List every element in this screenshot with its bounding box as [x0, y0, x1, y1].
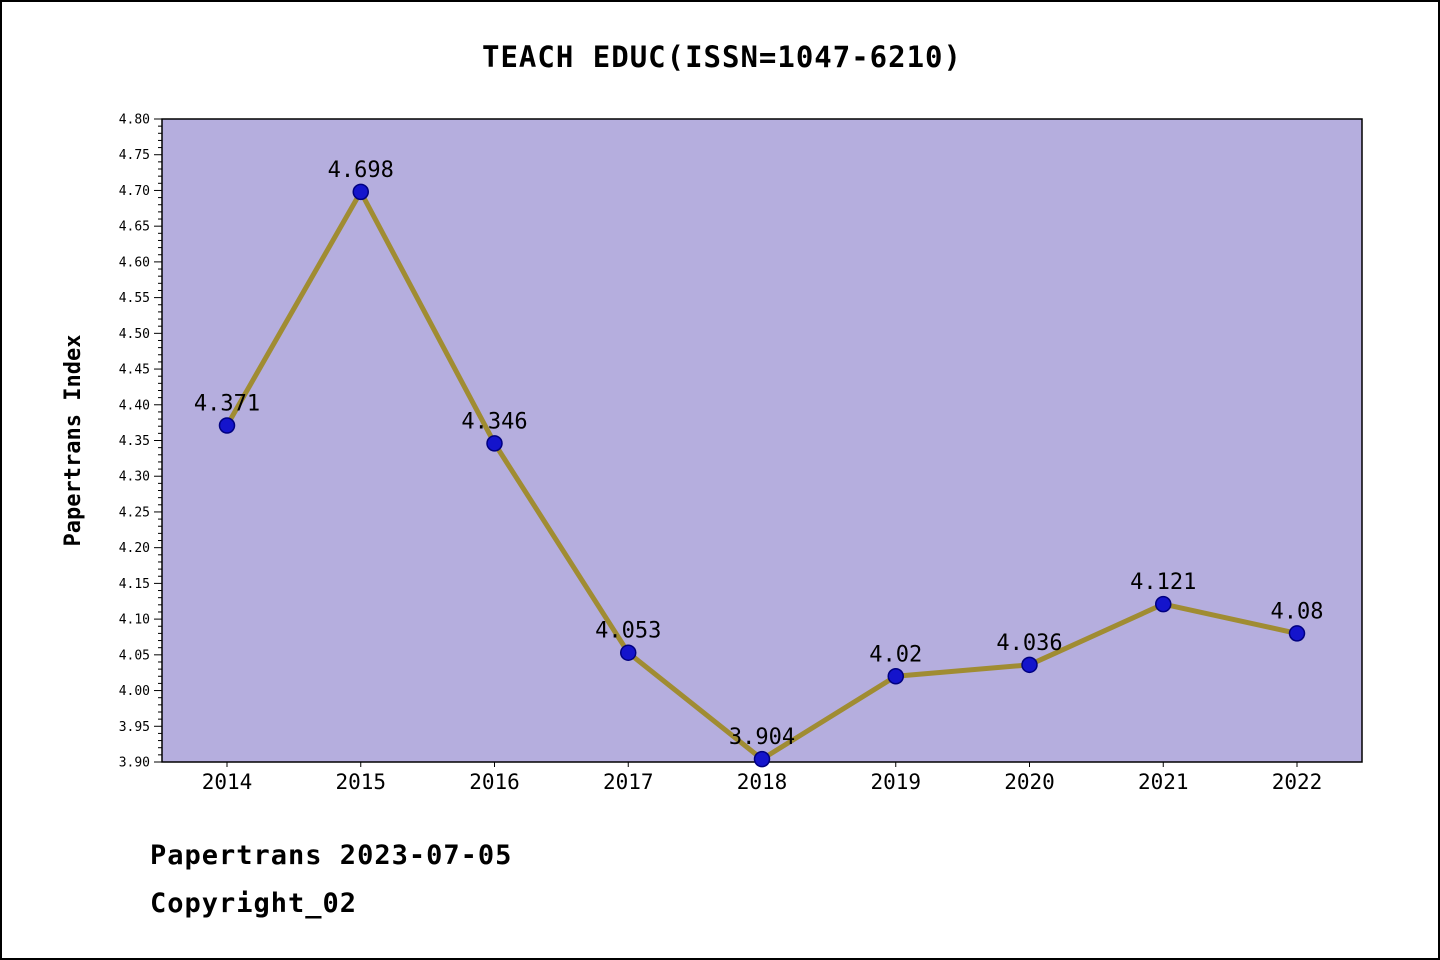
y-tick-label: 4.65 — [119, 220, 150, 235]
y-axis-label: Papertrans Index — [61, 335, 86, 547]
y-tick-label: 4.00 — [119, 684, 150, 699]
data-point — [218, 417, 236, 434]
data-point — [1021, 656, 1038, 674]
data-point-label: 4.08 — [1271, 599, 1324, 624]
data-point-label: 4.371 — [194, 391, 260, 416]
data-point-label: 4.02 — [869, 642, 922, 667]
y-tick-label: 4.45 — [119, 363, 150, 378]
x-tick-label: 2017 — [603, 770, 654, 794]
x-tick-label: 2020 — [1004, 770, 1055, 794]
y-tick-label: 4.15 — [119, 577, 150, 592]
footer-copyright: Copyright_02 — [150, 888, 358, 919]
y-tick-label: 4.20 — [119, 541, 150, 556]
data-point — [352, 183, 369, 201]
data-point-label: 4.346 — [461, 409, 527, 434]
data-point-label: 4.698 — [328, 158, 394, 183]
y-tick-label: 3.90 — [119, 756, 150, 771]
data-point — [887, 668, 904, 685]
x-tick-label: 2014 — [202, 770, 253, 794]
y-tick-label: 4.25 — [119, 505, 150, 520]
y-tick-label: 4.10 — [119, 613, 150, 628]
footer-source-date: Papertrans 2023-07-05 — [150, 840, 513, 871]
y-tick-label: 4.40 — [119, 398, 150, 413]
x-tick-label: 2022 — [1272, 770, 1323, 794]
x-tick-label: 2021 — [1138, 770, 1189, 794]
data-point-label: 3.904 — [729, 725, 795, 750]
data-point-label: 4.036 — [996, 631, 1062, 656]
y-tick-label: 4.70 — [119, 184, 150, 199]
x-tick-label: 2016 — [469, 770, 520, 794]
y-tick-label: 4.55 — [119, 291, 150, 306]
y-tick-label: 4.30 — [119, 470, 150, 485]
data-point — [1288, 625, 1306, 642]
x-tick-label: 2015 — [335, 770, 386, 794]
plot-area — [161, 118, 1363, 763]
y-tick-label: 3.95 — [119, 720, 150, 735]
line-chart: 3.90 3.95 4.00 4.05 4.10 4.15 4.20 4.25 4.30 4.35… — [61, 113, 1363, 794]
x-tick-label: 2019 — [870, 770, 921, 794]
data-point-label: 4.121 — [1130, 570, 1196, 595]
y-tick-label: 4.60 — [119, 255, 150, 270]
y-tick-label: 4.05 — [119, 648, 150, 663]
y-tick-label: 4.35 — [119, 434, 150, 449]
data-point — [753, 750, 771, 768]
data-point — [1155, 595, 1172, 613]
y-tick-label: 4.50 — [119, 327, 150, 342]
data-point — [620, 644, 637, 661]
data-point-label: 4.053 — [595, 619, 661, 644]
y-tick-label: 4.75 — [119, 148, 150, 163]
y-tick-label: 4.80 — [119, 113, 150, 128]
x-tick-label: 2018 — [737, 770, 788, 794]
chart-title: TEACH EDUC(ISSN=1047-6210) — [482, 40, 962, 74]
data-point — [486, 435, 503, 452]
